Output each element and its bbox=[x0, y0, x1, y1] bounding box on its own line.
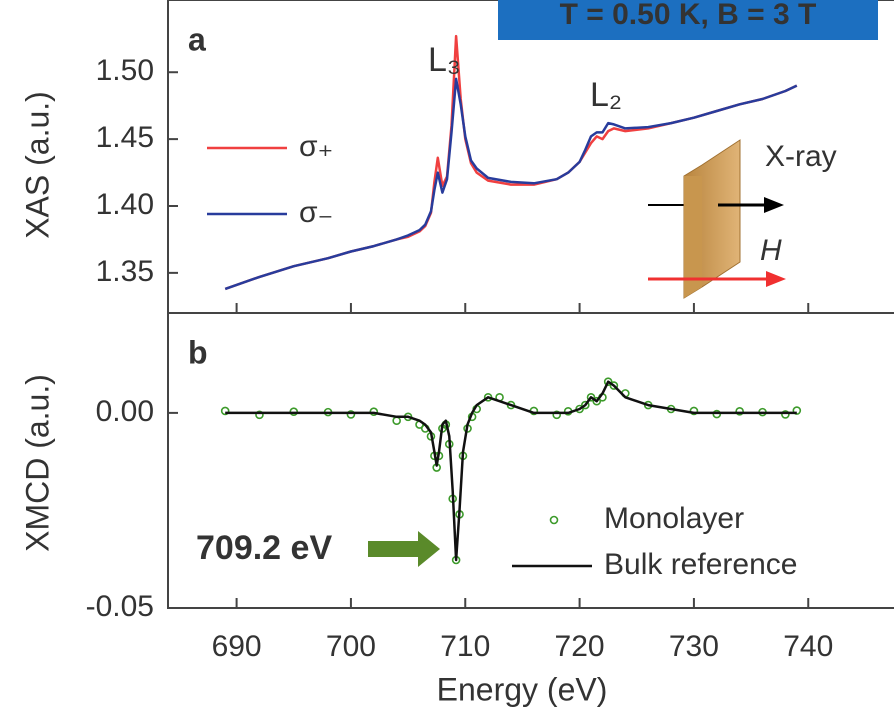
plot-frame bbox=[167, 312, 894, 609]
annotation: X-ray bbox=[765, 140, 837, 173]
legend-label: Bulk reference bbox=[604, 548, 797, 581]
marker bbox=[603, 377, 613, 386]
panel-label: a bbox=[188, 21, 206, 57]
series-line bbox=[225, 380, 797, 562]
y-tick-label: 1.40 bbox=[96, 188, 154, 221]
y-axis-title: XAS (a.u.) bbox=[19, 91, 55, 239]
x-tick-label: 690 bbox=[212, 630, 262, 663]
y-tick-label: 0.00 bbox=[96, 395, 154, 428]
legend-label: σ₋ bbox=[299, 196, 333, 229]
marker bbox=[689, 406, 699, 416]
legend-label: σ₊ bbox=[299, 130, 333, 163]
marker bbox=[792, 406, 802, 415]
panel-label: b bbox=[188, 334, 208, 370]
y-tick-label: 1.35 bbox=[96, 255, 154, 288]
y-axis-title: XMCD (a.u.) bbox=[19, 374, 55, 552]
marker bbox=[586, 392, 596, 402]
series-line bbox=[224, 77, 798, 291]
x-axis-title: Energy (eV) bbox=[437, 671, 608, 707]
y-tick-label: -0.05 bbox=[86, 590, 154, 623]
marker bbox=[346, 410, 356, 419]
marker bbox=[552, 410, 562, 420]
marker bbox=[581, 400, 590, 410]
x-tick-label: 740 bbox=[783, 630, 833, 663]
plot-area bbox=[224, 34, 798, 291]
marker bbox=[255, 410, 264, 420]
y-tick-label: 1.50 bbox=[96, 54, 154, 87]
y-tick-label: 1.45 bbox=[96, 121, 154, 154]
marker bbox=[735, 407, 744, 416]
annotation: H bbox=[760, 234, 782, 267]
energy-arrow bbox=[368, 531, 440, 567]
chart-title: T = 0.50 K, B = 3 T bbox=[560, 0, 817, 31]
title-box bbox=[498, 0, 878, 40]
marker bbox=[609, 381, 619, 390]
plot-area bbox=[220, 377, 802, 565]
x-tick-label: 700 bbox=[326, 630, 376, 663]
sample-inset bbox=[648, 139, 786, 299]
marker bbox=[592, 396, 602, 406]
marker bbox=[781, 410, 790, 419]
marker bbox=[392, 416, 401, 425]
x-tick-label: 730 bbox=[669, 630, 719, 663]
x-tick-label: 710 bbox=[440, 630, 490, 663]
annotation: L₃ bbox=[428, 41, 461, 79]
legend-label: Monolayer bbox=[604, 502, 744, 535]
marker bbox=[220, 406, 230, 416]
legend-marker bbox=[549, 515, 559, 525]
annotation: 709.2 eV bbox=[196, 529, 332, 567]
x-tick-label: 720 bbox=[555, 630, 605, 663]
annotation: L₂ bbox=[590, 76, 622, 114]
